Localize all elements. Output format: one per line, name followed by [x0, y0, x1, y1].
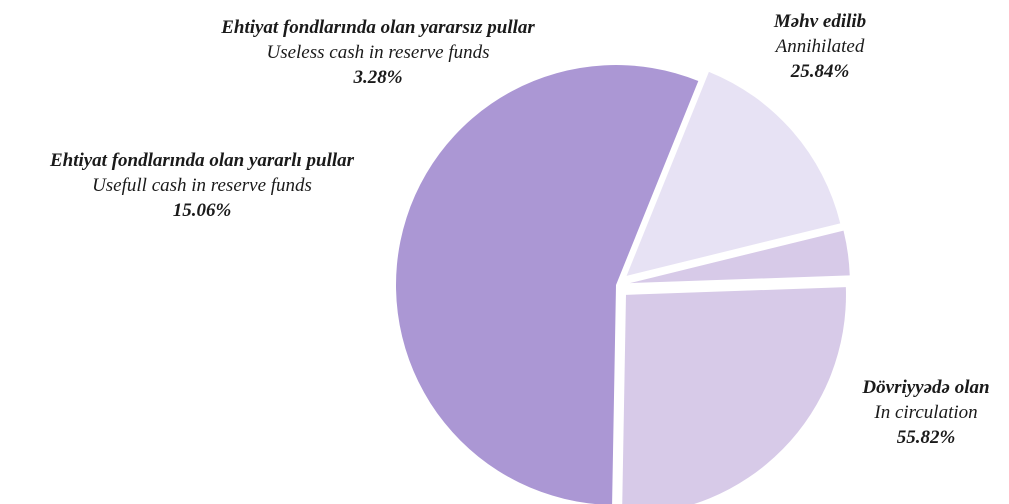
slice-value-label: 25.84% [790, 61, 850, 82]
slice-label-in-circulation: Dövriyyədə olan In circulation 55.82% [861, 377, 989, 448]
slice-label-en: Usefull cash in reserve funds [92, 175, 312, 196]
pie-slice-annihilated [622, 287, 846, 504]
slice-label-annihilated: Məhv edilib Annihilated 25.84% [773, 11, 866, 82]
slice-label-az: Dövriyyədə olan [861, 377, 989, 398]
slice-label-useful-cash: Ehtiyat fondlarında olan yararlı pullar … [49, 150, 355, 221]
pie-slice-useful-cash [626, 71, 841, 276]
pie-slice-useless-cash [629, 230, 850, 284]
pie-slices [396, 65, 850, 504]
slice-label-az: Məhv edilib [773, 11, 866, 32]
slice-label-en: Annihilated [774, 36, 865, 57]
slice-value-label: 15.06% [173, 200, 232, 221]
slice-label-az: Ehtiyat fondlarında olan yararsız pullar [220, 17, 535, 38]
slice-label-useless-cash: Ehtiyat fondlarında olan yararsız pullar… [220, 17, 535, 88]
slice-label-en: In circulation [873, 402, 977, 423]
pie-slice-in-circulation [396, 65, 699, 504]
slice-value-label: 55.82% [897, 427, 956, 448]
slice-label-az: Ehtiyat fondlarında olan yararlı pullar [49, 150, 355, 171]
slice-label-en: Useless cash in reserve funds [266, 42, 489, 63]
slice-value-label: 3.28% [352, 67, 402, 88]
